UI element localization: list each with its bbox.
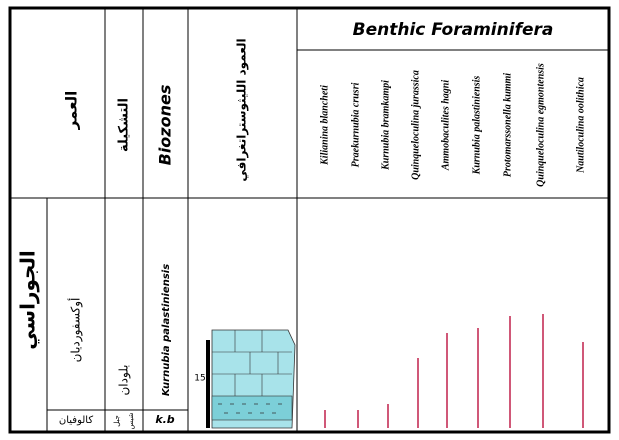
range-lines	[324, 314, 584, 428]
biozone: Kurnubia palastiniensis	[161, 264, 172, 396]
lower-formation: شيس	[127, 412, 135, 429]
species-label: Ammobaculites hagni	[440, 80, 451, 172]
lithology-header: العمود الليثوستراتغرافي	[235, 38, 250, 181]
biozones-header: Biozones	[156, 85, 175, 166]
lower-biozone: k.b	[155, 413, 174, 426]
species-label: Quinqueloculina egmontensis	[535, 63, 546, 187]
frame	[8, 6, 611, 434]
species-label: Nautiloculina oolithica	[575, 77, 586, 174]
thickness-label: 15	[194, 374, 205, 384]
formation-header: التشكيلة	[117, 98, 132, 152]
species-label: Protomarssonella kummi	[502, 73, 513, 177]
lower-formation: جبل	[113, 415, 121, 427]
formation: بلودان	[117, 364, 132, 395]
lower-stage: كالوفيان	[59, 415, 93, 426]
age-header: العمر	[63, 91, 81, 131]
species-label: Kilianina blancheti	[319, 85, 330, 166]
grid	[10, 8, 609, 432]
fauna-header: Benthic Foraminifera	[353, 20, 554, 40]
species-label: Kurnubia bramkampi	[380, 80, 391, 171]
species-label: Quinqueloculina jurassica	[410, 70, 421, 180]
species-label: Praekurnubia crusri	[350, 82, 361, 167]
species-labels: Kilianina blancheti Praekurnubia crusri Ku…	[319, 63, 586, 187]
system: الجوراسي	[16, 250, 41, 350]
stage: أوكسفورديان	[68, 298, 84, 363]
species-label: Kurnubia palastiniensis	[471, 76, 482, 176]
lithology-column	[206, 329, 296, 429]
